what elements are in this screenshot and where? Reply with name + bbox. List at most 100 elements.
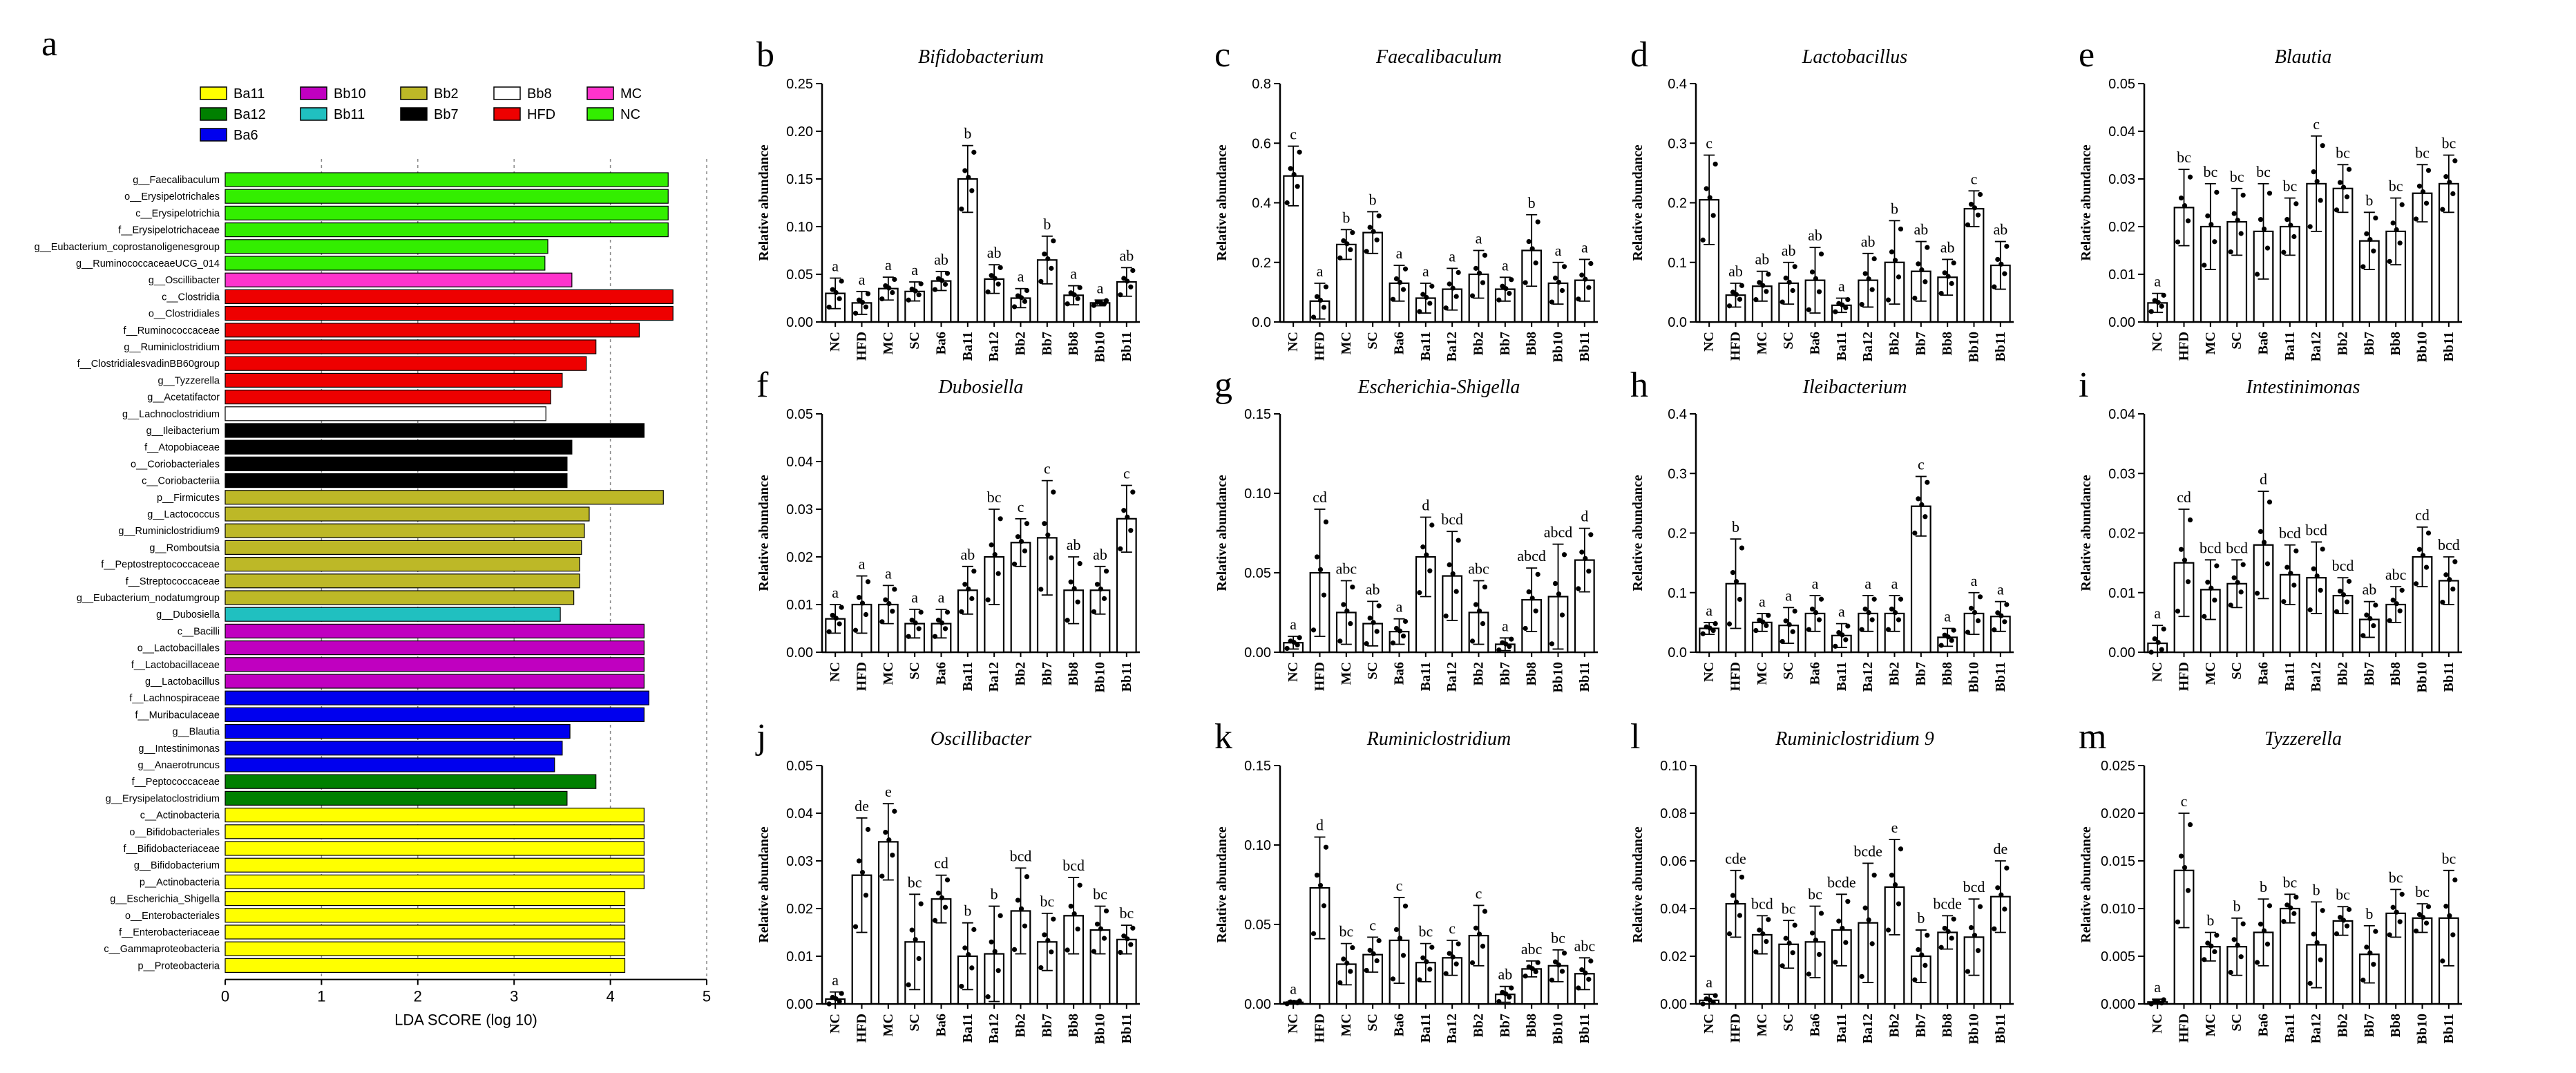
data-point bbox=[1507, 644, 1512, 649]
x-tick-label: Bb10 bbox=[1093, 662, 1108, 692]
data-point bbox=[2420, 553, 2426, 558]
data-point bbox=[1393, 625, 1400, 632]
data-point bbox=[2311, 931, 2316, 937]
data-point bbox=[1896, 617, 1902, 623]
data-point bbox=[1836, 629, 1842, 636]
data-point bbox=[2423, 920, 2430, 926]
data-point bbox=[2390, 597, 2396, 603]
data-point bbox=[2371, 623, 2376, 629]
x-tick-label: NC bbox=[2150, 332, 2165, 352]
data-point bbox=[1526, 238, 1532, 245]
significance-letter: a bbox=[885, 564, 892, 582]
data-point bbox=[1295, 184, 1300, 189]
lda-bar bbox=[225, 205, 669, 220]
data-point bbox=[2420, 915, 2426, 920]
bar-panels: b Bifidobacterium 0.00 0.05 0.10 0.15 0.20 0.25… bbox=[755, 35, 2462, 1044]
lda-bar bbox=[225, 439, 573, 455]
x-tick-label: HFD bbox=[1728, 662, 1744, 691]
lda-bar bbox=[225, 757, 555, 772]
data-point bbox=[1038, 965, 1044, 971]
significance-letter: ab bbox=[1366, 580, 1380, 598]
data-point bbox=[1923, 279, 1928, 285]
data-point bbox=[1792, 264, 1797, 269]
data-point bbox=[2340, 184, 2347, 190]
data-point bbox=[859, 869, 866, 875]
data-point bbox=[2397, 608, 2403, 614]
x-tick-label: Ba6 bbox=[1808, 332, 1823, 354]
data-point bbox=[2387, 932, 2392, 938]
data-point bbox=[989, 273, 994, 278]
data-point bbox=[2452, 559, 2458, 564]
y-axis-label: Relative abundance bbox=[1630, 826, 1645, 942]
data-point bbox=[1559, 287, 1565, 294]
data-point bbox=[2267, 191, 2273, 196]
data-point bbox=[1075, 296, 1080, 301]
data-point bbox=[2450, 932, 2456, 938]
data-point bbox=[1128, 942, 1134, 947]
data-point bbox=[2450, 586, 2456, 592]
significance-letter: bc bbox=[2415, 144, 2430, 161]
data-point bbox=[1972, 609, 1978, 616]
y-axis-label: Relative abundance bbox=[1214, 826, 1230, 942]
legend-item-bb2: Bb2 bbox=[400, 86, 459, 102]
lda-bar bbox=[225, 456, 568, 472]
data-point bbox=[1836, 918, 1842, 924]
data-point bbox=[2399, 202, 2405, 207]
data-point bbox=[2155, 999, 2161, 1005]
x-tick-label: Bb8 bbox=[1066, 332, 1081, 355]
data-point bbox=[2187, 517, 2193, 523]
x-tick-label: Bb11 bbox=[1577, 332, 1592, 361]
data-point bbox=[1790, 629, 1795, 634]
data-point bbox=[1925, 245, 1930, 250]
data-point bbox=[2178, 853, 2184, 859]
data-point bbox=[830, 612, 835, 618]
data-point bbox=[890, 853, 895, 858]
data-point bbox=[1869, 287, 1875, 292]
significance-letter: a bbox=[911, 589, 918, 606]
lda-category-label: p__Proteobacteria bbox=[138, 960, 220, 971]
data-point bbox=[1712, 161, 1718, 167]
significance-letter: bcd bbox=[2200, 539, 2222, 556]
significance-letter: a bbox=[1971, 572, 1978, 589]
significance-letter: bc bbox=[908, 873, 922, 891]
significance-letter: b bbox=[2206, 912, 2214, 929]
bar bbox=[2412, 556, 2433, 654]
data-point bbox=[2205, 580, 2211, 585]
data-point bbox=[1024, 874, 1030, 880]
chart-title: Faecalibaculum bbox=[1375, 46, 1502, 68]
data-point bbox=[1018, 906, 1024, 911]
data-point bbox=[1710, 1000, 1716, 1005]
data-point bbox=[1469, 293, 1476, 298]
data-point bbox=[1509, 636, 1514, 642]
y-tick-label: 0.25 bbox=[786, 77, 813, 92]
data-point bbox=[1843, 305, 1849, 311]
data-point bbox=[852, 310, 859, 316]
lda-bar bbox=[225, 222, 669, 238]
y-tick-label: 0.02 bbox=[2108, 526, 2135, 542]
data-point bbox=[2364, 231, 2369, 236]
data-point bbox=[2346, 167, 2352, 172]
data-point bbox=[837, 999, 842, 1005]
lda-bar bbox=[225, 874, 645, 890]
data-point bbox=[2182, 558, 2188, 563]
panel-e: e Blautia 0.00 0.01 0.02 0.03 0.04 0.05 Relative… bbox=[2079, 35, 2462, 362]
significance-letter: b bbox=[2365, 905, 2373, 922]
data-point bbox=[2367, 950, 2373, 956]
x-tick-label: Bb7 bbox=[1040, 332, 1055, 355]
lda-bar bbox=[225, 590, 575, 605]
data-point bbox=[1552, 580, 1558, 587]
data-point bbox=[1889, 249, 1895, 255]
data-point bbox=[1579, 272, 1585, 278]
significance-letter: ab bbox=[1914, 221, 1928, 238]
data-point bbox=[2346, 578, 2352, 584]
lda-bar bbox=[225, 924, 626, 940]
data-point bbox=[1790, 287, 1795, 294]
data-point bbox=[1975, 212, 1981, 218]
data-point bbox=[2175, 608, 2181, 614]
y-axis-label: Relative abundance bbox=[756, 475, 772, 591]
panel-d: d Lactobacillus 0.0 0.1 0.2 0.3 0.4 Relative ab… bbox=[1630, 35, 2014, 362]
y-tick-label: 0.20 bbox=[786, 124, 813, 140]
y-tick-label: 0.00 bbox=[786, 645, 813, 661]
data-point bbox=[1049, 555, 1054, 560]
data-point bbox=[1885, 927, 1891, 933]
